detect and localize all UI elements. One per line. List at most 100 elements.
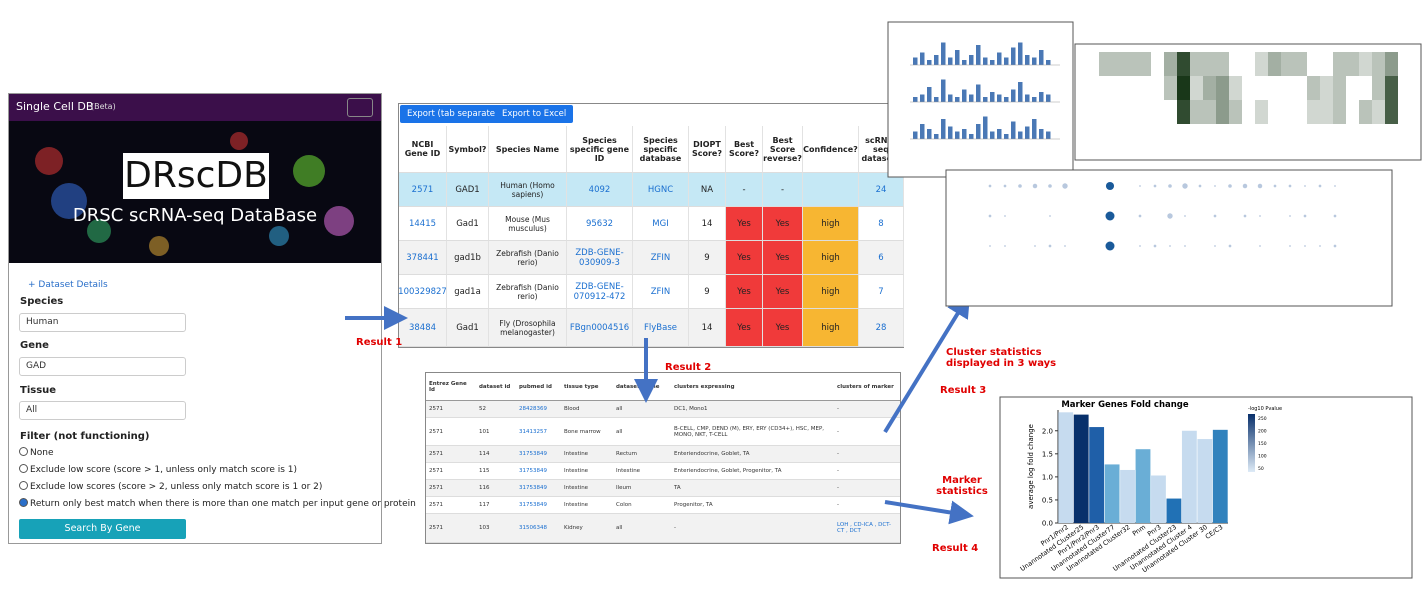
dot	[1214, 185, 1216, 187]
bar	[1058, 412, 1074, 523]
table-cell: 115	[476, 463, 516, 480]
colorbar-tick: 50	[1258, 466, 1264, 472]
dot	[1289, 215, 1291, 217]
dot	[1048, 244, 1052, 248]
heat-cell	[1190, 52, 1203, 76]
table-cell: ZDB-GENE-070912-472	[567, 275, 633, 309]
dot	[1214, 245, 1216, 247]
dot	[1184, 245, 1186, 247]
table-cell: 2571	[426, 480, 476, 497]
export-button[interactable]: Export (tab separated)	[400, 105, 511, 123]
table-cell: Mouse (Mus musculus)	[489, 207, 567, 241]
column-header: Symbol?	[447, 126, 489, 173]
table-cell: 95632	[567, 207, 633, 241]
mini-bar	[955, 97, 960, 102]
subtitle: DRSC scRNA-seq DataBase	[72, 205, 318, 226]
y-tick-label: 0.0	[1042, 520, 1053, 528]
mini-bar	[976, 84, 981, 102]
gene-input[interactable]: GAD	[19, 357, 186, 376]
mini-bar	[1039, 129, 1044, 139]
beta: (Beta)	[91, 102, 116, 111]
bar	[1104, 464, 1120, 523]
filter-option[interactable]: Exclude low score (score > 1, unless onl…	[19, 464, 297, 475]
table-cell: Human (Homo sapiens)	[489, 173, 567, 207]
heat-cell	[1125, 52, 1138, 76]
dot	[1167, 213, 1173, 219]
heat-cell	[1320, 76, 1333, 100]
dot	[1153, 244, 1157, 248]
table-cell: MGI	[633, 207, 689, 241]
table-cell: 2571	[426, 418, 476, 446]
table-cell: -	[834, 446, 900, 463]
table-cell: gad1b	[447, 241, 489, 275]
tissue-select[interactable]: All	[19, 401, 186, 420]
mini-bar	[941, 42, 946, 65]
heat-cell	[1138, 52, 1151, 76]
table-cell: 31506348	[516, 514, 561, 543]
heat-cell	[1320, 100, 1333, 124]
heat-cell	[1268, 100, 1281, 124]
mini-bar	[955, 131, 960, 139]
table-cell: Yes	[763, 309, 803, 347]
heat-cell	[1164, 100, 1177, 124]
mini-bar	[1011, 89, 1016, 102]
filter-option[interactable]: Exclude low scores (score > 2, unless on…	[19, 481, 322, 492]
mini-bar	[927, 60, 932, 65]
menu-toggle[interactable]	[347, 98, 373, 117]
mini-bar	[1018, 82, 1023, 102]
table-cell: Kidney	[561, 514, 613, 543]
table-cell: LOH , CD-ICA , DCT-CT , DCT	[834, 514, 900, 543]
mini-bar	[990, 92, 995, 102]
table-cell: Yes	[763, 207, 803, 241]
mini-bar	[1032, 57, 1037, 65]
gene-label: Gene	[20, 340, 49, 351]
table-cell: 28	[859, 309, 904, 347]
table-cell: Intestine	[561, 497, 613, 514]
bar	[1151, 475, 1166, 523]
dot	[1318, 184, 1322, 188]
dataset-details[interactable]: + Dataset Details	[28, 280, 108, 290]
mini-bar	[1004, 134, 1009, 139]
heat-cell	[1281, 100, 1294, 124]
table-cell: 101	[476, 418, 516, 446]
heat-cell	[1112, 100, 1125, 124]
table-cell: Colon	[613, 497, 671, 514]
table-cell: Fly (Drosophila melanogaster)	[489, 309, 567, 347]
heat-cell	[1138, 100, 1151, 124]
mini-bar	[1025, 94, 1030, 102]
bar	[1181, 430, 1197, 523]
mini-bar	[983, 57, 988, 65]
mini-bar	[913, 57, 918, 65]
table-cell: 2571	[426, 463, 476, 480]
table-cell: all	[613, 418, 671, 446]
heat-cell	[1164, 52, 1177, 76]
table-cell: all	[613, 514, 671, 543]
dot	[1242, 183, 1248, 189]
heat-cell	[1151, 100, 1164, 124]
dot	[1139, 245, 1141, 247]
table-cell: Ileum	[613, 480, 671, 497]
table-cell: 116	[476, 480, 516, 497]
colorbar-tick: 250	[1258, 416, 1267, 422]
hero: DRscDB DRSC scRNA-seq DataBase	[9, 121, 381, 263]
dot	[1243, 214, 1247, 218]
export-button[interactable]: Export to Excel	[495, 105, 574, 123]
filter-option[interactable]: Return only best match when there is mor…	[19, 498, 416, 509]
mini-bar	[955, 50, 960, 65]
hero-dots	[35, 132, 354, 256]
column-header: tissue type	[561, 373, 613, 401]
species-select[interactable]: Human	[19, 313, 186, 332]
mini-bar	[962, 129, 967, 139]
dot	[1048, 184, 1052, 188]
filter-option[interactable]: None	[19, 447, 53, 458]
dot	[1138, 214, 1142, 218]
heat-cell	[1268, 52, 1281, 76]
table-cell: high	[803, 275, 859, 309]
search-button[interactable]: Search By Gene	[19, 519, 186, 539]
mini-bar	[997, 94, 1002, 102]
dot	[1034, 245, 1036, 247]
heat-cell	[1333, 52, 1346, 76]
heat-cell	[1359, 52, 1372, 76]
